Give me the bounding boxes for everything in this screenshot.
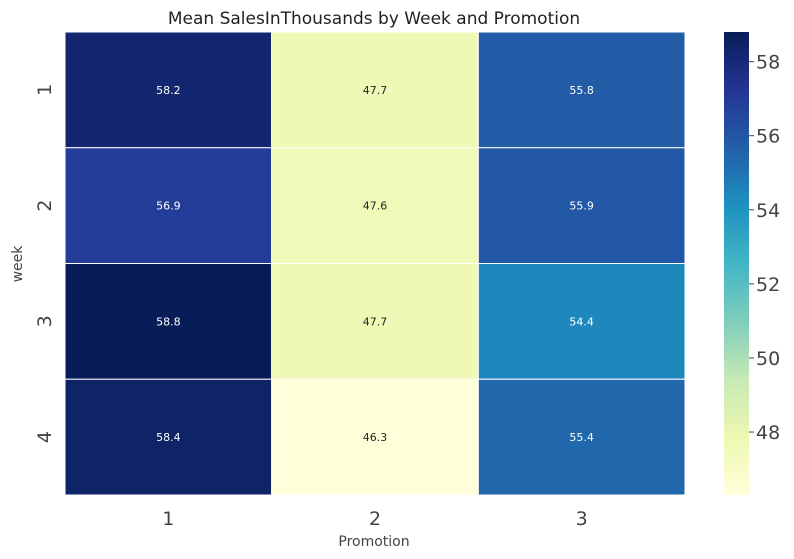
heatmap-cell [271,147,479,264]
colorbar-tick-label: 48 [756,422,780,444]
heatmap-cell [64,147,273,264]
heatmap-cell [271,263,479,380]
heatmap-cell-value: 47.7 [363,84,388,97]
heatmap-cell-value: 46.3 [363,431,388,444]
heatmap-cells [64,31,686,496]
y-tick-label: 2 [34,200,56,212]
heatmap-cell-value: 47.6 [363,200,388,213]
heatmap-cell-value: 56.9 [156,200,181,213]
chart-title: Mean SalesInThousands by Week and Promot… [168,9,580,29]
heatmap-cell [271,31,479,149]
heatmap-cell-value: 55.9 [569,200,594,213]
heatmap-cell [477,378,686,496]
y-tick-label: 1 [34,84,56,96]
colorbar-tick-label: 50 [756,348,780,370]
y-tick-label: 4 [34,431,56,443]
colorbar-ticks: 48 50 52 54 56 58 [749,52,780,444]
x-tick-label: 2 [369,508,381,530]
x-axis-label: Promotion [338,534,409,550]
y-axis-ticks: 1 2 3 4 [34,84,56,443]
colorbar-tick-label: 58 [756,52,780,74]
heatmap-cell-value: 58.2 [156,84,181,97]
colorbar-tick-label: 52 [756,274,780,296]
heatmap-cell-value: 58.8 [156,315,181,328]
colorbar-tick-label: 54 [756,200,780,222]
heatmap-cell [477,31,686,149]
x-axis-ticks: 1 2 3 [162,508,587,530]
colorbar-tick-label: 56 [756,126,780,148]
heatmap-cell [64,263,273,380]
colorbar [724,32,749,495]
heatmap-cell-value: 47.7 [363,315,388,328]
heatmap-cell-value: 54.4 [569,315,594,328]
heatmap-cell-value: 55.4 [569,431,594,444]
heatmap-cell-value: 55.8 [569,84,594,97]
x-tick-label: 3 [576,508,588,530]
heatmap-cell [477,147,686,264]
heatmap-cell [64,378,273,496]
x-tick-label: 1 [162,508,174,530]
y-axis-label: week [10,245,26,283]
heatmap-cell-value: 58.4 [156,431,181,444]
y-tick-label: 3 [34,315,56,327]
heatmap-cell-labels: 58.2 47.7 55.8 56.9 47.6 55.9 58.8 47.7 54.4 58.4… [156,84,594,444]
heatmap-cell [64,31,273,149]
